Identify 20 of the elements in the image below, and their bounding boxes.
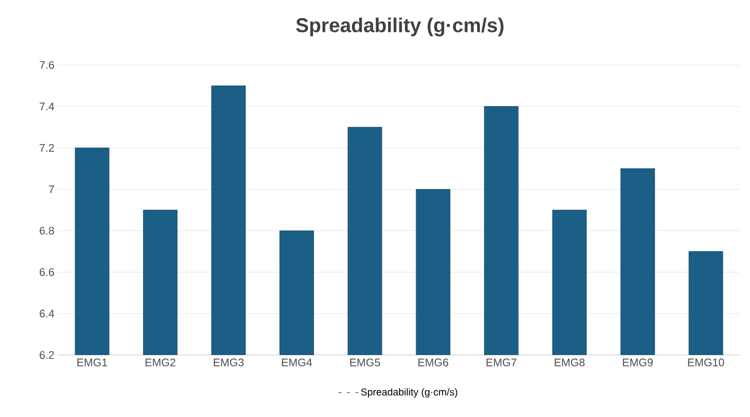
x-tick-label: EMG9: [623, 358, 653, 366]
x-tick-label: EMG6: [418, 358, 448, 366]
y-tick-label: 6.4: [40, 310, 54, 318]
x-tick-label: EMG7: [486, 358, 516, 366]
legend-label: Spreadability (g·cm/s): [361, 388, 458, 398]
x-tick-label: EMG1: [77, 358, 108, 366]
chart-title: Spreadability (g·cm/s): [296, 18, 504, 36]
x-tick-label: EMG8: [554, 358, 585, 366]
y-tick-label: 7.4: [40, 102, 54, 110]
x-tick-label: EMG3: [214, 358, 244, 366]
x-tick-label: EMG2: [146, 358, 176, 366]
y-tick-label: 7.2: [40, 144, 54, 152]
y-tick-label: 7.6: [40, 61, 54, 69]
y-tick-label: 6.6: [40, 268, 54, 276]
y-tick-label: 7: [48, 186, 54, 194]
x-tick-label: EMG4: [282, 358, 312, 366]
y-tick-label: 6.8: [40, 226, 54, 235]
y-tick-label: 6.2: [40, 351, 54, 359]
x-tick-label: EMG10: [688, 358, 724, 366]
x-tick-label: EMG5: [350, 358, 380, 366]
